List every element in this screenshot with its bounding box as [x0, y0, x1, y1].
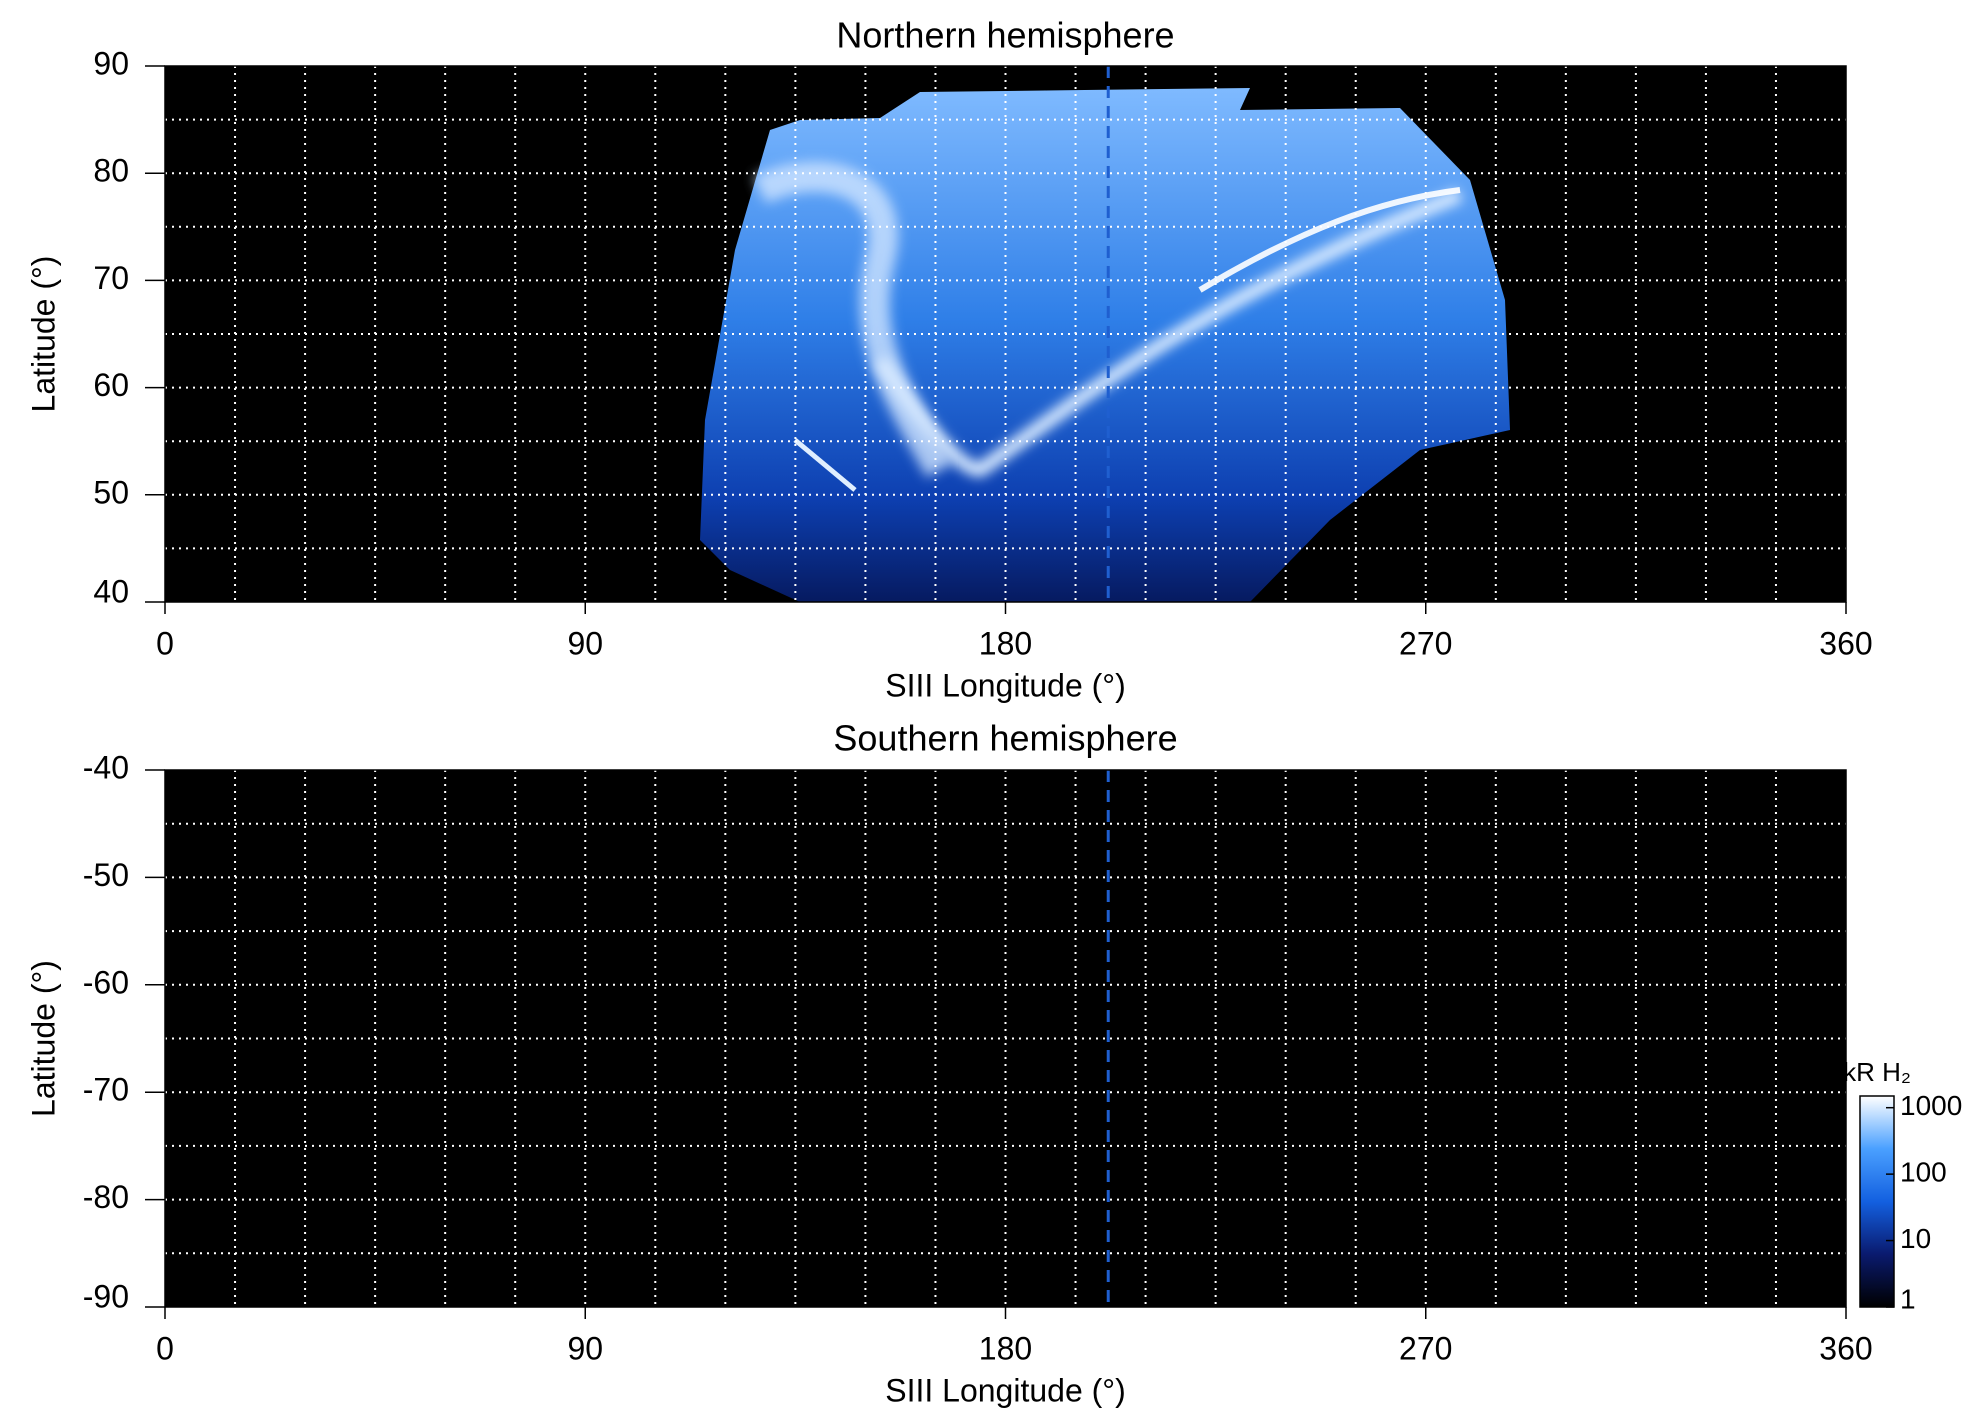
y-tick-label: -40: [83, 749, 129, 785]
y-axis-label: Latitude (°): [25, 960, 61, 1117]
x-axis-label: SIII Longitude (°): [885, 667, 1125, 703]
x-tick-label: 270: [1399, 1330, 1452, 1366]
x-tick-label: 270: [1399, 625, 1452, 661]
y-axis-label: Latitude (°): [25, 256, 61, 413]
colorbar: [1859, 1095, 1895, 1308]
x-tick-label: 360: [1819, 625, 1872, 661]
y-tick-label: -90: [83, 1278, 129, 1314]
chart-title: Northern hemisphere: [836, 15, 1174, 56]
y-tick-label: -80: [83, 1179, 129, 1215]
aurora-emission: [700, 88, 1510, 602]
x-tick-label: 180: [979, 625, 1032, 661]
y-tick-label: -70: [83, 1072, 129, 1108]
y-tick-label: 60: [93, 367, 129, 403]
y-tick-label: 50: [93, 474, 129, 510]
chart-title: Southern hemisphere: [833, 718, 1177, 759]
colorbar-tick-label: 100: [1900, 1157, 1947, 1188]
x-tick-label: 360: [1819, 1330, 1872, 1366]
y-tick-label: -60: [83, 964, 129, 1000]
y-tick-label: -50: [83, 857, 129, 893]
colorbar-tick-label: 10: [1900, 1223, 1931, 1254]
x-tick-label: 0: [156, 1330, 174, 1366]
x-tick-label: 0: [156, 625, 174, 661]
y-tick-label: 90: [93, 45, 129, 81]
y-tick-label: 80: [93, 153, 129, 189]
colorbar-tick-label: 1: [1900, 1283, 1916, 1314]
colorbar-tick-label: 1000: [1900, 1090, 1962, 1121]
x-tick-label: 90: [567, 1330, 603, 1366]
y-tick-label: 40: [93, 573, 129, 609]
colorbar-label: kR H₂: [1843, 1057, 1911, 1087]
y-tick-label: 70: [93, 260, 129, 296]
x-tick-label: 180: [979, 1330, 1032, 1366]
x-axis-label: SIII Longitude (°): [885, 1372, 1125, 1408]
x-tick-label: 90: [567, 625, 603, 661]
